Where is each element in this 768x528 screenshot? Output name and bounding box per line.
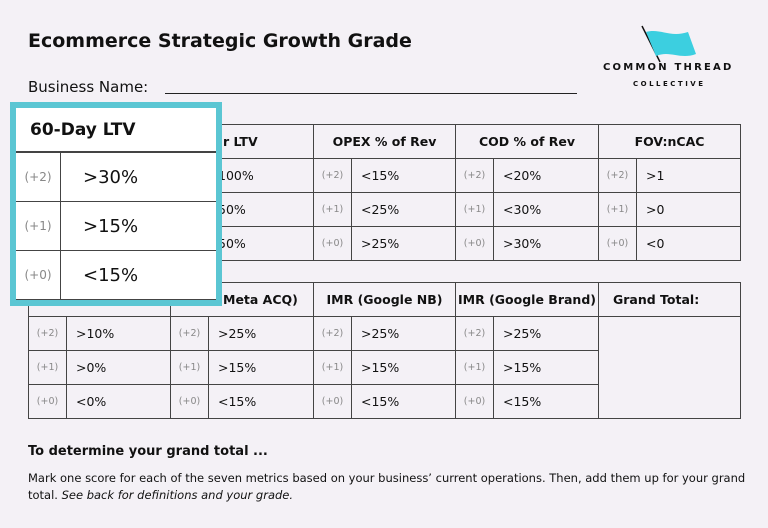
overlay-value: >30% bbox=[60, 152, 216, 202]
header-cell: OPEX % of Rev bbox=[313, 124, 456, 159]
value-cell: <15% bbox=[208, 384, 314, 419]
business-line bbox=[165, 93, 577, 94]
score-cell: (+0) bbox=[313, 384, 352, 419]
overlay-score: (+0) bbox=[16, 250, 61, 300]
score-cell: (+1) bbox=[455, 192, 494, 227]
value-cell: >30% bbox=[493, 226, 599, 261]
overlay: 60-Day LTV (+2) >30% (+1) >15% (+0) <15% bbox=[10, 102, 222, 306]
overlay-card: 60-Day LTV (+2) >30% (+1) >15% (+0) <15% bbox=[16, 108, 216, 300]
header-cell: IMR (Google NB) bbox=[313, 282, 456, 317]
value-cell: <0% bbox=[66, 384, 171, 419]
value-cell: 50% bbox=[208, 192, 314, 227]
overlay-score: (+1) bbox=[16, 201, 61, 251]
score-cell: (+1) bbox=[598, 192, 637, 227]
footer-heading: To determine your grand total ... bbox=[28, 444, 268, 459]
value-cell: >25% bbox=[351, 316, 456, 351]
value-cell: >15% bbox=[493, 350, 599, 385]
value-cell: <25% bbox=[351, 192, 456, 227]
score-cell: (+1) bbox=[170, 350, 209, 385]
score-cell: (+0) bbox=[170, 384, 209, 419]
score-cell: (+1) bbox=[313, 350, 352, 385]
header-cell: Grand Total: bbox=[598, 282, 741, 317]
footer-text: Mark one score for each of the seven met… bbox=[28, 471, 746, 502]
score-cell: (+0) bbox=[28, 384, 67, 419]
value-cell: 100% bbox=[208, 158, 314, 193]
score-cell: (+2) bbox=[455, 158, 494, 193]
value-cell: >1 bbox=[636, 158, 741, 193]
value-cell: >0% bbox=[66, 350, 171, 385]
overlay-score: (+2) bbox=[16, 152, 61, 202]
score-cell: (+0) bbox=[455, 384, 494, 419]
value-cell: >10% bbox=[66, 316, 171, 351]
value-cell: >25% bbox=[351, 226, 456, 261]
score-cell: (+2) bbox=[598, 158, 637, 193]
value-cell: <15% bbox=[351, 158, 456, 193]
value-cell: <15% bbox=[493, 384, 599, 419]
score-cell: (+1) bbox=[313, 192, 352, 227]
title: Ecommerce Strategic Growth Grade bbox=[28, 30, 412, 52]
value-cell: <20% bbox=[493, 158, 599, 193]
logo-line1: COMMON THREAD bbox=[603, 62, 734, 73]
logo-line2: COLLECTIVE bbox=[633, 80, 706, 88]
value-cell: 50% bbox=[208, 226, 314, 261]
overlay-value: <15% bbox=[60, 250, 216, 300]
value-cell: <30% bbox=[493, 192, 599, 227]
score-cell: (+0) bbox=[455, 226, 494, 261]
logo-flag bbox=[641, 25, 696, 63]
value-cell: <0 bbox=[636, 226, 741, 261]
footer-note: See back for definitions and your grade. bbox=[61, 488, 294, 502]
score-cell: (+1) bbox=[455, 350, 494, 385]
value-cell: >15% bbox=[351, 350, 456, 385]
value-cell: >0 bbox=[636, 192, 741, 227]
header-cell: IMR (Google Brand) bbox=[455, 282, 599, 317]
score-cell: (+2) bbox=[313, 158, 352, 193]
overlay-header: 60-Day LTV bbox=[16, 108, 216, 152]
total-cell bbox=[598, 316, 741, 419]
score-cell: (+1) bbox=[28, 350, 67, 385]
score-cell: (+0) bbox=[598, 226, 637, 261]
score-cell: (+2) bbox=[170, 316, 209, 351]
score-cell: (+2) bbox=[28, 316, 67, 351]
score-cell: (+0) bbox=[313, 226, 352, 261]
overlay-value: >15% bbox=[60, 201, 216, 251]
business-label: Business Name: bbox=[28, 78, 149, 96]
score-cell: (+2) bbox=[313, 316, 352, 351]
score-cell: (+2) bbox=[455, 316, 494, 351]
footer-body: Mark one score for each of the seven met… bbox=[28, 470, 748, 504]
header-cell: FOV:nCAC bbox=[598, 124, 741, 159]
value-cell: >25% bbox=[208, 316, 314, 351]
header-cell: COD % of Rev bbox=[455, 124, 599, 159]
value-cell: >15% bbox=[208, 350, 314, 385]
value-cell: >25% bbox=[493, 316, 599, 351]
value-cell: <15% bbox=[351, 384, 456, 419]
